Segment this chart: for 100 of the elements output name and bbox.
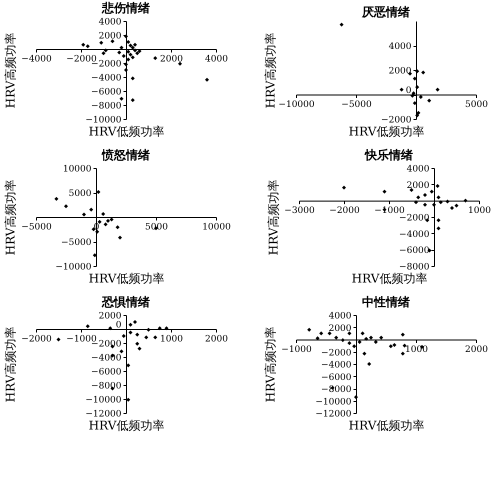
x-tick-label: 1000 bbox=[468, 206, 492, 216]
y-tick-label: −12000 bbox=[315, 410, 352, 420]
point bbox=[133, 42, 137, 47]
point bbox=[110, 39, 114, 44]
point bbox=[430, 190, 434, 194]
point bbox=[128, 52, 132, 57]
y-tick-label: −8000 bbox=[91, 382, 122, 392]
y-tick-label: −4000 bbox=[399, 230, 430, 240]
point bbox=[56, 338, 60, 342]
point bbox=[416, 195, 420, 200]
point bbox=[436, 218, 440, 222]
point bbox=[130, 76, 135, 80]
point bbox=[144, 335, 148, 340]
chart-title: 中性情绪 bbox=[362, 295, 410, 309]
point bbox=[432, 202, 436, 207]
point bbox=[464, 198, 468, 203]
point bbox=[347, 331, 352, 336]
point bbox=[130, 55, 135, 60]
point bbox=[138, 346, 142, 351]
x-tick-label: −5000 bbox=[341, 100, 372, 110]
y-tick-label: 2000 bbox=[388, 66, 412, 76]
y-axis-title: HRV高频功率 bbox=[264, 326, 278, 402]
point bbox=[124, 62, 128, 66]
chart-title: 恐惧情绪 bbox=[101, 295, 150, 309]
point bbox=[82, 212, 86, 217]
point bbox=[446, 199, 450, 204]
point bbox=[382, 190, 386, 194]
point bbox=[124, 34, 128, 38]
y-tick-label: −6000 bbox=[91, 368, 122, 378]
x-tick-label: −4000 bbox=[21, 54, 52, 64]
point bbox=[450, 206, 454, 210]
point bbox=[436, 184, 440, 188]
y-tick-label: −4000 bbox=[91, 354, 122, 364]
point bbox=[86, 44, 90, 48]
y-tick-label: 0 bbox=[406, 86, 412, 96]
y-tick-label: −10000 bbox=[85, 396, 122, 406]
y-tick-label: −4000 bbox=[321, 360, 352, 370]
chart-title: 厌恶情绪 bbox=[361, 5, 410, 19]
point bbox=[362, 352, 366, 356]
point bbox=[388, 344, 393, 348]
x-tick-label: 1000 bbox=[160, 334, 184, 344]
x-axis-title: HRV低频功率 bbox=[352, 272, 428, 286]
y-tick-label: 4000 bbox=[406, 164, 430, 174]
point bbox=[436, 226, 440, 230]
x-tick-label: 1000 bbox=[405, 345, 428, 355]
point bbox=[89, 208, 94, 212]
x-tick-label: −3000 bbox=[284, 206, 315, 216]
point bbox=[158, 326, 162, 330]
point bbox=[122, 334, 126, 338]
x-axis-title: HRV低频功率 bbox=[88, 418, 164, 432]
point bbox=[379, 336, 384, 340]
x-tick-label: 10000 bbox=[202, 222, 232, 232]
x-axis-title: HRV低频功率 bbox=[88, 272, 164, 286]
point bbox=[334, 336, 338, 340]
point bbox=[130, 98, 135, 102]
y-tick-label: 4000 bbox=[328, 312, 352, 322]
y-axis-title: HRV高频功率 bbox=[4, 32, 18, 108]
x-axis-title: HRV低频功率 bbox=[348, 418, 424, 432]
chart-title: 悲伤情绪 bbox=[101, 1, 150, 15]
y-tick-label: −2000 bbox=[381, 116, 412, 126]
point bbox=[124, 68, 128, 72]
y-tick-label: 2000 bbox=[328, 324, 352, 334]
point bbox=[364, 336, 368, 341]
y-tick-label: 10000 bbox=[62, 164, 92, 174]
x-tick-label: 4000 bbox=[205, 54, 228, 64]
point bbox=[354, 395, 358, 400]
x-tick-label: −1000 bbox=[374, 206, 405, 216]
point bbox=[352, 344, 356, 348]
y-tick-label: −6000 bbox=[321, 372, 352, 383]
point bbox=[120, 96, 124, 101]
x-axis-title: HRV低频功率 bbox=[88, 124, 164, 138]
point bbox=[81, 42, 86, 47]
y-tick-label: −4000 bbox=[91, 74, 122, 84]
y-tick-label: −8000 bbox=[321, 385, 352, 395]
chart-title: 快乐情绪 bbox=[364, 148, 413, 162]
point bbox=[153, 335, 158, 340]
point bbox=[205, 78, 209, 82]
y-tick-label: 5000 bbox=[68, 189, 92, 199]
point bbox=[164, 326, 168, 330]
point bbox=[120, 349, 124, 354]
point bbox=[128, 330, 132, 334]
x-tick-label: 5000 bbox=[465, 100, 488, 110]
point bbox=[153, 56, 158, 60]
point bbox=[117, 50, 122, 54]
point bbox=[400, 332, 405, 337]
point bbox=[118, 236, 122, 240]
point bbox=[367, 362, 372, 366]
point bbox=[347, 341, 352, 346]
point bbox=[454, 204, 458, 208]
point bbox=[135, 332, 140, 337]
point bbox=[414, 200, 418, 204]
point bbox=[98, 220, 102, 224]
x-tick-label: 2000 bbox=[465, 345, 488, 355]
point bbox=[436, 195, 440, 200]
y-tick-label: −6000 bbox=[399, 246, 430, 256]
x-axis-title: HRV低频功率 bbox=[348, 124, 424, 138]
point bbox=[423, 192, 427, 197]
point bbox=[135, 51, 140, 56]
point bbox=[400, 352, 405, 356]
y-tick-label: 4000 bbox=[98, 18, 122, 28]
